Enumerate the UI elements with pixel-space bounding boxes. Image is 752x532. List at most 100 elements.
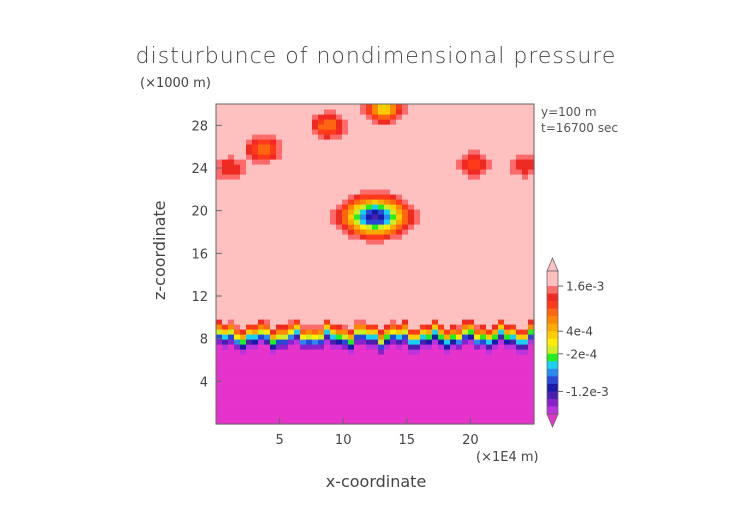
contour-cell	[498, 209, 505, 215]
contour-cell	[324, 134, 331, 140]
contour-cell	[492, 244, 499, 250]
contour-cell	[414, 304, 421, 310]
contour-cell	[288, 124, 295, 130]
contour-cell	[300, 334, 307, 340]
contour-cell	[252, 259, 259, 265]
contour-cell	[234, 314, 241, 320]
contour-cell	[228, 354, 235, 360]
contour-cell	[228, 344, 235, 350]
contour-cell	[408, 199, 415, 205]
contour-cell	[258, 314, 265, 320]
contour-cell	[528, 194, 535, 200]
contour-cell	[486, 199, 493, 205]
contour-cell	[456, 309, 463, 315]
contour-cell	[216, 124, 223, 130]
contour-cell	[282, 309, 289, 315]
contour-cell	[498, 309, 505, 315]
contour-cell	[438, 124, 445, 130]
contour-cell	[306, 109, 313, 115]
contour-cell	[378, 394, 385, 400]
contour-cell	[228, 264, 235, 270]
contour-cell	[420, 144, 427, 150]
contour-cell	[468, 279, 475, 285]
contour-cell	[438, 319, 445, 325]
contour-cell	[360, 164, 367, 170]
contour-cell	[474, 169, 481, 175]
contour-cell	[396, 374, 403, 380]
contour-cell	[396, 299, 403, 305]
contour-cell	[318, 134, 325, 140]
contour-cell	[288, 214, 295, 220]
contour-cell	[504, 329, 511, 335]
contour-cell	[486, 334, 493, 340]
contour-cell	[468, 224, 475, 230]
contour-cell	[384, 389, 391, 395]
contour-cell	[348, 349, 355, 355]
contour-cell	[462, 324, 469, 330]
contour-cell	[270, 164, 277, 170]
contour-cell	[456, 419, 463, 425]
contour-cell	[360, 314, 367, 320]
contour-cell	[498, 274, 505, 280]
contour-cell	[246, 179, 253, 185]
contour-cell	[300, 154, 307, 160]
contour-cell	[408, 144, 415, 150]
contour-cell	[462, 304, 469, 310]
contour-cell	[348, 129, 355, 135]
contour-cell	[228, 239, 235, 245]
contour-cell	[486, 309, 493, 315]
contour-cell	[366, 254, 373, 260]
contour-cell	[456, 354, 463, 360]
contour-cell	[414, 389, 421, 395]
contour-cell	[456, 359, 463, 365]
contour-cell	[378, 354, 385, 360]
contour-cell	[486, 174, 493, 180]
contour-cell	[246, 214, 253, 220]
contour-cell	[300, 344, 307, 350]
colorbar-segment	[547, 271, 558, 279]
contour-cell	[522, 354, 529, 360]
contour-cell	[282, 219, 289, 225]
contour-cell	[390, 214, 397, 220]
contour-cell	[234, 249, 241, 255]
contour-cell	[282, 264, 289, 270]
contour-cell	[354, 239, 361, 245]
contour-cell	[522, 324, 529, 330]
contour-cell	[462, 349, 469, 355]
contour-cell	[324, 299, 331, 305]
contour-cell	[240, 169, 247, 175]
contour-cell	[522, 164, 529, 170]
contour-cell	[282, 229, 289, 235]
contour-cell	[378, 249, 385, 255]
contour-cell	[522, 114, 529, 120]
contour-cell	[228, 339, 235, 345]
contour-cell	[288, 144, 295, 150]
contour-cell	[390, 149, 397, 155]
contour-cell	[354, 329, 361, 335]
contour-cell	[462, 249, 469, 255]
contour-cell	[228, 194, 235, 200]
contour-cell	[222, 319, 229, 325]
contour-cell	[258, 279, 265, 285]
contour-cell	[462, 194, 469, 200]
contour-cell	[270, 414, 277, 420]
contour-cell	[216, 394, 223, 400]
contour-cell	[408, 404, 415, 410]
contour-cell	[444, 244, 451, 250]
contour-cell	[402, 379, 409, 385]
contour-cell	[426, 324, 433, 330]
contour-cell	[444, 279, 451, 285]
contour-cell	[480, 199, 487, 205]
contour-cell	[492, 384, 499, 390]
contour-cell	[228, 219, 235, 225]
contour-cell	[516, 184, 523, 190]
contour-cell	[390, 124, 397, 130]
contour-cell	[528, 169, 535, 175]
contour-cell	[270, 389, 277, 395]
contour-cell	[240, 294, 247, 300]
contour-cell	[486, 209, 493, 215]
contour-cell	[378, 404, 385, 410]
contour-cell	[318, 344, 325, 350]
contour-cell	[462, 169, 469, 175]
contour-cell	[480, 354, 487, 360]
